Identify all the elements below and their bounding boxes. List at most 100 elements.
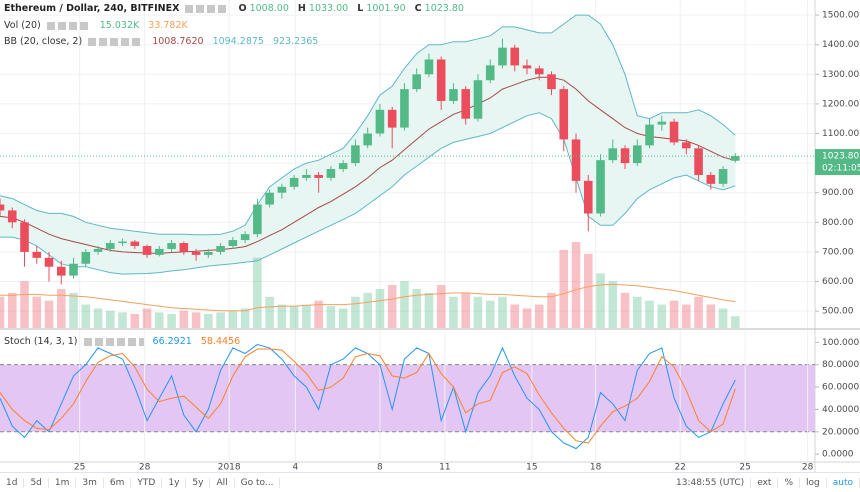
- candle-body: [20, 222, 29, 252]
- volume-bar: [142, 308, 152, 328]
- candle-body: [534, 68, 544, 75]
- volume-bar: [608, 281, 618, 328]
- volume-bar: [633, 296, 642, 328]
- range-button[interactable]: 1m: [49, 477, 77, 488]
- volume-bar: [547, 292, 556, 328]
- ohlc-value: 1023.80: [424, 3, 464, 14]
- range-button[interactable]: YTD: [131, 477, 163, 488]
- candle-body: [387, 109, 397, 128]
- candle-body: [485, 65, 495, 81]
- volume-bar: [559, 249, 569, 328]
- candle-body: [155, 248, 164, 255]
- candle-body: [7, 210, 17, 223]
- volume-bar: [669, 300, 679, 328]
- volume-bar: [387, 285, 397, 328]
- option-button[interactable]: %: [778, 477, 800, 488]
- x-tick-label: 8: [377, 463, 383, 473]
- goto-button[interactable]: Go to...: [235, 477, 281, 488]
- range-button[interactable]: 3m: [76, 477, 104, 488]
- bottom-toolbar: 1d 5d 1m 3m 6m YTD 1y 5y All Go to... 13…: [0, 472, 860, 492]
- volume-bar: [461, 292, 471, 328]
- candle-body: [669, 121, 679, 143]
- y-tick-label: 20.0000: [822, 427, 859, 437]
- volume-bar: [424, 292, 434, 328]
- indicator-value: 923.2365: [273, 36, 319, 47]
- candle-body: [620, 148, 630, 164]
- candle-body: [400, 89, 409, 128]
- option-button[interactable]: ext: [751, 477, 779, 488]
- candle-body: [608, 148, 618, 161]
- volume-bar: [473, 296, 483, 328]
- y-tick-label: 600.00: [822, 277, 854, 287]
- candle-body: [314, 174, 323, 178]
- candle-body: [106, 243, 115, 249]
- candle-body: [167, 243, 176, 249]
- candle-body: [253, 204, 262, 235]
- candle-body: [547, 74, 556, 90]
- range-button[interactable]: 1d: [0, 477, 25, 488]
- candle-body: [571, 139, 581, 181]
- volume-bar: [682, 304, 691, 328]
- candle-body: [657, 121, 667, 125]
- candle-body: [633, 145, 642, 164]
- volume-bar: [338, 308, 348, 328]
- volume-bar: [7, 292, 17, 328]
- x-tick-label: 4: [292, 463, 298, 473]
- symbol-header: Ethereum / Dollar, 240, BITFINEX O 1008.…: [4, 3, 470, 14]
- range-button[interactable]: 5d: [24, 477, 49, 488]
- x-tick-label: 15: [526, 463, 537, 473]
- candle-body: [461, 89, 471, 119]
- range-button[interactable]: 6m: [104, 477, 132, 488]
- volume-bar: [583, 253, 593, 328]
- candle-body: [44, 257, 54, 267]
- candle-body: [363, 133, 372, 146]
- volume-bar: [485, 300, 495, 328]
- volume-bar: [326, 306, 336, 328]
- volume-bar: [412, 288, 421, 328]
- candle-body: [498, 47, 507, 66]
- volume-bar: [510, 304, 520, 328]
- volume-bar: [118, 312, 127, 328]
- candle-body: [81, 251, 91, 264]
- option-button[interactable]: auto: [827, 477, 860, 488]
- last-price-label: 1023.80: [822, 152, 859, 162]
- volume-ma: [0, 283, 736, 312]
- candle-body: [510, 47, 520, 66]
- y-tick-label: 100.0000: [822, 338, 860, 348]
- x-tick-label: 28: [802, 463, 814, 473]
- volume-bar: [204, 313, 213, 328]
- indicator-name: Vol (20): [4, 20, 41, 31]
- header-icons: [88, 37, 144, 46]
- stoch-line: [0, 348, 736, 444]
- volume-bar: [155, 312, 164, 328]
- candle-body: [228, 240, 238, 246]
- volume-bar: [314, 300, 323, 328]
- band-line: [0, 112, 736, 275]
- x-tick-label: 22: [674, 463, 685, 473]
- x-tick-label: 18: [590, 463, 602, 473]
- volume-bar: [289, 306, 299, 328]
- volume-bar: [56, 288, 66, 328]
- candle-body: [191, 251, 201, 255]
- x-tick-label: 28: [139, 463, 151, 473]
- volume-bar: [44, 300, 54, 328]
- volume-bar: [106, 310, 115, 328]
- range-button[interactable]: All: [210, 477, 235, 488]
- indicator-name: BB (20, close, 2): [4, 36, 83, 47]
- indicator-value: 33.782K: [148, 20, 188, 31]
- stoch-band: [0, 364, 815, 432]
- candle-body: [0, 204, 5, 211]
- option-button[interactable]: log: [800, 477, 827, 488]
- y-tick-label: 1100.00: [822, 129, 859, 139]
- range-button[interactable]: 1y: [162, 477, 187, 488]
- y-tick-label: 800.00: [822, 218, 854, 228]
- header-icons: [83, 337, 144, 346]
- volume-bar: [0, 296, 5, 328]
- y-tick-label: 1500.00: [822, 11, 859, 21]
- band-line: [0, 14, 736, 236]
- candle-body: [682, 142, 691, 149]
- range-button[interactable]: 5y: [186, 477, 211, 488]
- candle-body: [522, 65, 532, 69]
- candle-body: [326, 169, 336, 178]
